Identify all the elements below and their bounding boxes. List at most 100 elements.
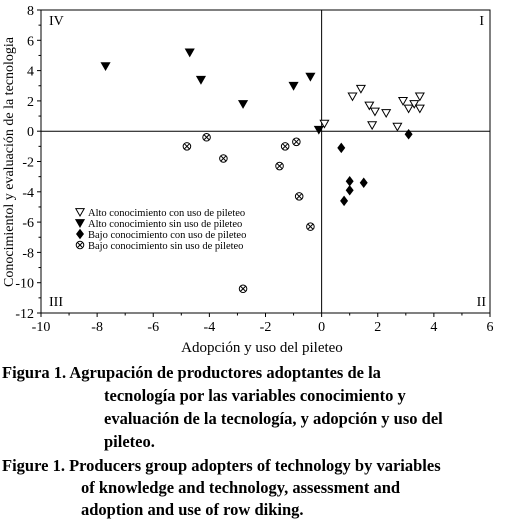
- plot-area: [40, 9, 491, 314]
- y-tick-label: -10: [15, 277, 34, 292]
- data-point: [313, 125, 324, 135]
- data-point: [414, 92, 425, 102]
- caption-line: Figure 1. Producers group adopters of te…: [2, 456, 441, 475]
- x-tick-label: -6: [147, 320, 159, 335]
- marker-core: [341, 198, 347, 204]
- data-point: [292, 137, 301, 147]
- quadrant-label: I: [479, 14, 484, 29]
- caption-line: adoption and use of row diking.: [81, 500, 304, 519]
- series-1: [319, 84, 425, 132]
- marker-cross: [77, 242, 83, 248]
- y-tick-label: 8: [27, 4, 34, 19]
- data-point: [404, 128, 413, 140]
- data-point: [306, 222, 315, 231]
- legend-entry: Bajo conocimiento sin uso de pileteo: [75, 240, 243, 252]
- data-point: [345, 185, 354, 196]
- y-tick-label: -6: [22, 216, 34, 231]
- data-point: [219, 154, 228, 163]
- x-tick-label: -4: [204, 320, 216, 335]
- legend-label: Alto conocimiento sin uso de pileteo: [88, 219, 242, 230]
- marker-cross: [240, 285, 246, 292]
- marker-cross: [203, 134, 210, 141]
- caption-line: pileteo.: [104, 432, 155, 451]
- x-tick-label: 2: [374, 320, 381, 335]
- data-point: [238, 284, 248, 294]
- data-point: [294, 192, 304, 201]
- caption-line: Figura 1. Agrupación de productores adop…: [2, 363, 381, 382]
- legend-marker: [76, 228, 84, 240]
- marker-core: [338, 145, 344, 151]
- y-tick-label: -2: [22, 156, 34, 171]
- legend-marker: [74, 219, 86, 228]
- data-point: [280, 142, 290, 151]
- marker-cross: [293, 138, 300, 145]
- marker-cross: [276, 163, 283, 169]
- quadrant-label: III: [49, 295, 63, 310]
- marker-core: [347, 187, 353, 193]
- y-tick-label: -8: [22, 246, 34, 261]
- marker-core: [347, 178, 353, 184]
- quadrant-label: II: [477, 295, 487, 310]
- data-point: [409, 100, 420, 109]
- data-point: [414, 104, 425, 114]
- data-point: [355, 84, 366, 94]
- x-tick-label: -8: [91, 320, 103, 335]
- data-point: [403, 104, 414, 114]
- series-3: [337, 128, 413, 207]
- marker-core: [406, 131, 412, 137]
- series-4: [182, 132, 315, 294]
- data-point: [364, 101, 375, 111]
- legend-marker: [75, 240, 85, 250]
- zero-lines: [41, 10, 490, 313]
- caption-line: of knowledge and technology, assessment …: [81, 478, 401, 497]
- x-tick-label: 4: [430, 320, 437, 335]
- marker-core: [77, 231, 83, 237]
- series-2: [100, 48, 324, 135]
- x-tick-label: 6: [487, 320, 494, 335]
- legend-label: Bajo conocimiento sin uso de pileteo: [88, 241, 243, 252]
- x-tick-label: -2: [260, 320, 272, 335]
- legend-entry: Bajo conocimiento con uso de pileteo: [76, 228, 246, 241]
- legend-marker: [74, 208, 86, 217]
- data-point: [319, 119, 330, 129]
- y-tick-label: 6: [27, 34, 34, 49]
- marker-cross: [282, 143, 289, 150]
- data-point: [367, 121, 378, 131]
- x-tick-label: 0: [318, 320, 325, 335]
- x-tick-label: -10: [32, 320, 51, 335]
- data-point: [305, 72, 316, 82]
- legend-entry: Alto conocimiento sin uso de pileteo: [74, 219, 242, 230]
- data-point: [275, 161, 284, 171]
- data-point: [337, 142, 346, 154]
- data-point: [359, 177, 368, 188]
- data-point: [195, 75, 207, 85]
- y-tick-label: 4: [27, 65, 34, 80]
- data-point: [288, 81, 299, 91]
- y-tick-label: -4: [22, 186, 34, 201]
- data-point: [381, 109, 392, 119]
- data-point: [202, 132, 211, 142]
- data-point: [345, 175, 354, 187]
- x-axis-label: Adopción y uso del pileteo: [181, 340, 343, 356]
- y-tick-label: -12: [15, 307, 34, 322]
- x-axis-ticks: -10 -8 -6 -4 -2 0 2 4 6: [32, 313, 494, 335]
- y-axis-label: Conocimientol y evaluación de la tecnolo…: [2, 36, 17, 287]
- legend: Alto conocimiento con uso de pileteoAlto…: [74, 208, 246, 252]
- y-tick-label: 0: [27, 125, 34, 140]
- legend-entry: Alto conocimiento con uso de pileteo: [74, 208, 245, 219]
- caption-line: tecnología por las variables conocimient…: [104, 386, 406, 405]
- marker-core: [361, 180, 367, 186]
- caption-line: evaluación de la tecnología, y adopción …: [104, 409, 443, 428]
- data-point: [340, 195, 349, 207]
- data-point: [182, 142, 192, 151]
- data-point: [237, 100, 249, 109]
- quadrant-label: IV: [49, 14, 64, 29]
- y-axis-ticks: -12 -10 -8 -6 -4 -2 0 2 4 6 8: [15, 4, 41, 322]
- data-points: [100, 48, 425, 294]
- data-point: [397, 97, 409, 106]
- data-point: [100, 62, 111, 72]
- marker-cross: [307, 223, 314, 230]
- legend-label: Alto conocimiento con uso de pileteo: [88, 208, 245, 219]
